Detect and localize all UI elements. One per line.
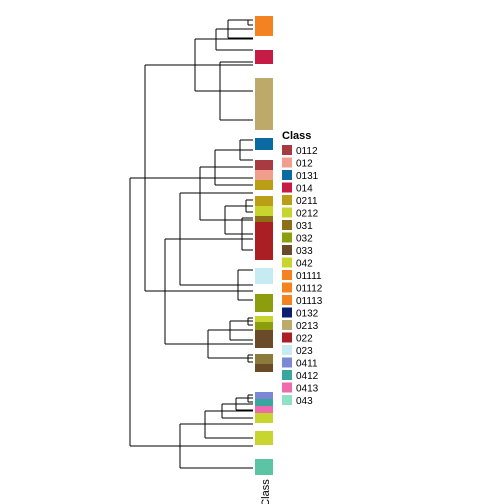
legend-item-label: 0411: [296, 359, 318, 370]
legend-swatch: [282, 370, 292, 380]
legend-swatch: [282, 258, 292, 268]
class-cell: [255, 459, 273, 475]
class-cell: [255, 372, 273, 392]
legend-item-label: 0112: [296, 146, 318, 157]
class-cell: [255, 364, 273, 372]
class-cell: [255, 322, 273, 330]
legend-swatch: [282, 145, 292, 155]
class-cell: [255, 399, 273, 406]
legend-item-label: 042: [296, 259, 313, 270]
legend-item-label: 01113: [296, 296, 323, 307]
legend-item-label: 0412: [296, 371, 319, 382]
plot-background: [0, 0, 504, 504]
legend-item-label: 0211: [296, 196, 318, 207]
class-cell: [255, 260, 273, 268]
class-cell: [255, 423, 273, 431]
class-cell: [255, 206, 273, 216]
class-cell: [255, 445, 273, 459]
legend-item-label: 0132: [296, 309, 319, 320]
legend-item-label: 033: [296, 246, 313, 257]
class-cell: [255, 160, 273, 170]
legend-swatch: [282, 245, 292, 255]
class-cell: [255, 23, 273, 30]
legend-swatch: [282, 333, 292, 343]
class-cell: [255, 268, 273, 284]
class-cell: [255, 30, 273, 36]
class-cell: [255, 354, 273, 364]
class-cell: [255, 431, 273, 445]
legend-item-label: 0413: [296, 384, 319, 395]
legend-title: Class: [282, 130, 311, 142]
legend-swatch: [282, 220, 292, 230]
class-cell: [255, 78, 273, 130]
legend-swatch: [282, 345, 292, 355]
legend-swatch: [282, 233, 292, 243]
class-cell: [255, 392, 273, 399]
legend-item-label: 0131: [296, 171, 319, 182]
class-cell: [255, 138, 273, 150]
class-cell: [255, 196, 273, 206]
legend-item-label: 022: [296, 334, 313, 345]
legend-item-label: 012: [296, 159, 313, 170]
legend-item-label: 0213: [296, 321, 319, 332]
class-cell: [255, 406, 273, 413]
class-cell: [255, 413, 273, 423]
legend-swatch: [282, 283, 292, 293]
class-cell: [255, 150, 273, 160]
legend-item-label: 0212: [296, 209, 319, 220]
legend-swatch: [282, 170, 292, 180]
legend-swatch: [282, 183, 292, 193]
class-cell: [255, 36, 273, 50]
class-cell: [255, 284, 273, 294]
legend-swatch: [282, 358, 292, 368]
class-cell: [255, 170, 273, 180]
legend-item-label: 014: [296, 184, 313, 195]
class-cell: [255, 190, 273, 196]
legend-item-label: 043: [296, 396, 313, 407]
class-cell: [255, 348, 273, 354]
legend-swatch: [282, 208, 292, 218]
legend-item-label: 01112: [296, 284, 323, 295]
class-cell: [255, 222, 273, 260]
legend-swatch: [282, 270, 292, 280]
class-cell: [255, 312, 273, 316]
legend-item-label: 031: [296, 221, 313, 232]
class-cell: [255, 316, 273, 322]
legend-item-label: 023: [296, 346, 313, 357]
class-cell: [255, 216, 273, 222]
legend-swatch: [282, 195, 292, 205]
legend-swatch: [282, 383, 292, 393]
legend-item-label: 032: [296, 234, 313, 245]
class-cell: [255, 130, 273, 138]
class-cell: [255, 16, 273, 23]
column-axis-label: Class: [260, 479, 272, 504]
class-cell: [255, 330, 273, 348]
class-cell: [255, 64, 273, 78]
legend-swatch: [282, 158, 292, 168]
legend-item-label: 01111: [296, 271, 322, 282]
class-cell: [255, 180, 273, 190]
legend-swatch: [282, 295, 292, 305]
class-color-column: [255, 16, 273, 475]
legend-swatch: [282, 320, 292, 330]
legend-swatch: [282, 308, 292, 318]
legend-swatch: [282, 395, 292, 405]
class-cell: [255, 294, 273, 312]
class-cell: [255, 50, 273, 64]
